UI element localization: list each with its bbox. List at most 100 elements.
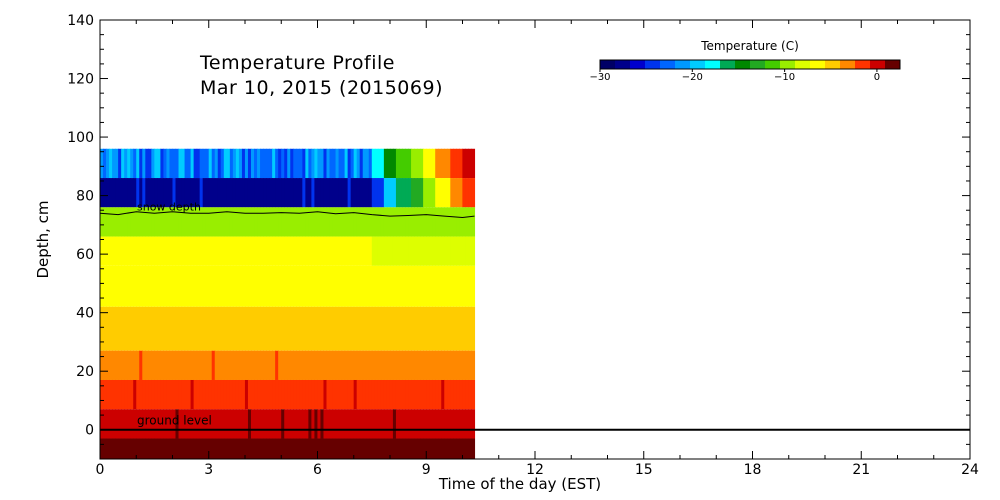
heat-cell xyxy=(374,306,379,351)
heat-cell xyxy=(175,178,180,208)
heat-cell xyxy=(145,409,149,439)
heat-cell xyxy=(468,379,473,410)
heat-cell xyxy=(420,409,424,439)
heat-cell xyxy=(136,409,140,439)
heat-cell xyxy=(335,178,340,208)
heat-cell xyxy=(247,178,252,208)
heat-cell xyxy=(100,350,104,380)
heat-cell xyxy=(335,379,340,410)
heat-cell xyxy=(229,178,234,208)
colorbar-swatch xyxy=(645,60,661,69)
heat-cell xyxy=(175,409,180,439)
heat-cell xyxy=(414,265,418,307)
heat-cell xyxy=(247,409,252,439)
heat-cell xyxy=(462,207,466,237)
heat-cell xyxy=(106,148,110,179)
heat-cell xyxy=(232,207,237,237)
heat-cell xyxy=(208,207,213,237)
heat-cell xyxy=(426,265,430,307)
heat-cell xyxy=(226,379,231,410)
heat-cell xyxy=(127,409,131,439)
heat-cell xyxy=(121,148,125,179)
heat-cell xyxy=(254,350,258,380)
heat-cell xyxy=(275,236,279,266)
heat-cell xyxy=(344,236,349,266)
heat-cell xyxy=(133,438,137,459)
heat-cell xyxy=(383,265,388,307)
heat-cell xyxy=(133,265,137,307)
heat-cell xyxy=(453,438,457,459)
heat-cell xyxy=(453,409,457,439)
heat-cell xyxy=(380,350,385,380)
heat-cell xyxy=(169,265,174,307)
heat-cell xyxy=(241,350,246,380)
heat-cell xyxy=(338,379,343,410)
heat-cell xyxy=(121,265,125,307)
heat-cell xyxy=(278,148,282,179)
heat-cell xyxy=(266,207,270,237)
heat-cell xyxy=(398,438,403,459)
heat-cell xyxy=(429,236,433,266)
heat-cell xyxy=(154,178,158,208)
heat-cell xyxy=(190,207,195,237)
heat-cell xyxy=(362,438,367,459)
heat-cell xyxy=(392,379,397,410)
heat-cell xyxy=(241,265,246,307)
heat-cell xyxy=(139,178,143,208)
heat-cell xyxy=(350,236,355,266)
heat-cell xyxy=(338,438,343,459)
heat-cell xyxy=(169,350,174,380)
heat-cell xyxy=(332,178,337,208)
heat-cell xyxy=(181,409,186,439)
heat-cell xyxy=(432,236,436,266)
heat-cell xyxy=(142,409,146,439)
heat-cell xyxy=(438,438,442,459)
heat-cell xyxy=(142,148,146,179)
heat-cell xyxy=(214,236,219,266)
snow-depth-line xyxy=(99,211,475,219)
heat-cell xyxy=(139,438,143,459)
heat-cell xyxy=(429,409,433,439)
heat-cell xyxy=(411,178,415,208)
heat-cell xyxy=(380,379,385,410)
heat-cell xyxy=(371,236,376,266)
heat-cell xyxy=(326,306,331,351)
heat-cell xyxy=(118,306,122,351)
heat-cell xyxy=(308,178,312,208)
heat-cell xyxy=(386,148,391,179)
heat-cell xyxy=(417,379,421,410)
heat-cell xyxy=(263,207,267,237)
heat-cell xyxy=(405,207,409,237)
heat-cell xyxy=(401,438,406,459)
colorbar-swatch xyxy=(885,60,901,69)
heat-cell xyxy=(411,306,415,351)
heat-cell xyxy=(290,178,294,208)
heat-cell xyxy=(317,379,322,410)
heat-cell xyxy=(426,236,430,266)
heat-cell xyxy=(217,207,222,237)
heat-cell xyxy=(423,350,427,380)
heat-cell xyxy=(332,306,337,351)
heat-cell xyxy=(278,438,282,459)
heat-cell xyxy=(187,148,192,179)
heat-cell xyxy=(142,236,146,266)
heat-cell xyxy=(166,306,171,351)
heat-cell xyxy=(151,350,155,380)
heat-cell xyxy=(405,265,409,307)
heat-cell xyxy=(423,207,427,237)
heat-cell xyxy=(247,350,252,380)
heat-cell xyxy=(254,236,258,266)
heat-cell xyxy=(471,148,476,179)
heat-cell xyxy=(444,306,448,351)
heat-cell xyxy=(465,379,470,410)
heat-cell xyxy=(244,350,249,380)
heat-cell xyxy=(275,379,279,410)
heat-cell xyxy=(211,178,216,208)
heat-cell xyxy=(444,438,448,459)
heat-cell xyxy=(411,409,415,439)
heat-cell xyxy=(124,409,128,439)
heat-cell xyxy=(308,306,312,351)
heat-cell xyxy=(257,438,261,459)
heat-cell xyxy=(133,350,137,380)
